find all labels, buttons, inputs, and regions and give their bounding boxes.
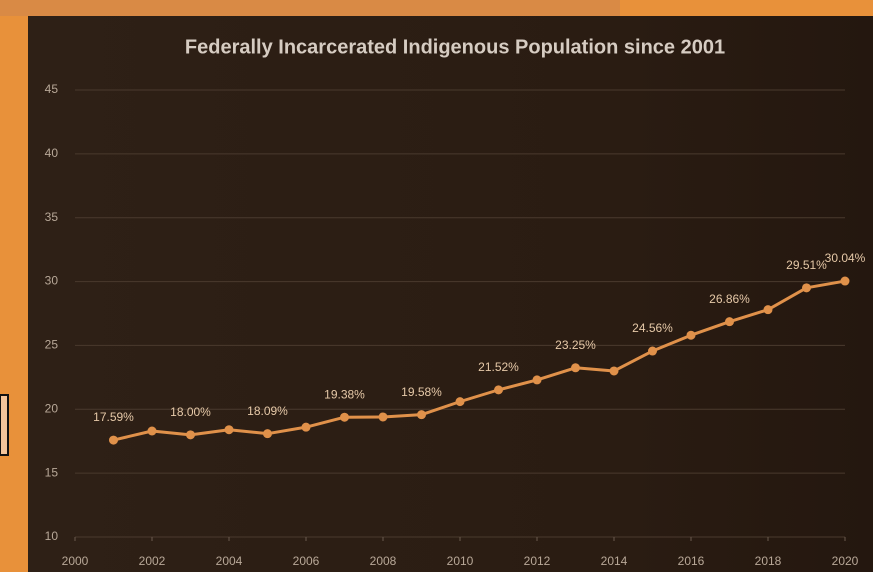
y-tick-label: 20 bbox=[45, 401, 59, 415]
x-tick-label: 2018 bbox=[755, 554, 782, 568]
data-point bbox=[686, 330, 696, 340]
x-tick-label: 2008 bbox=[370, 554, 397, 568]
data-label: 18.09% bbox=[247, 404, 288, 418]
data-point bbox=[532, 375, 542, 385]
data-label: 17.59% bbox=[93, 410, 134, 424]
data-label: 18.00% bbox=[170, 405, 211, 419]
data-point bbox=[378, 412, 388, 422]
x-tick-label: 2006 bbox=[293, 554, 320, 568]
y-tick-label: 45 bbox=[45, 82, 59, 96]
plot-area: 10 15 20 25 30 35 40 45 2000 2002 2004 2006 2008 2010… bbox=[45, 82, 866, 568]
y-tick-label: 25 bbox=[45, 338, 59, 352]
x-tick-label: 2020 bbox=[832, 554, 859, 568]
x-tick-label: 2000 bbox=[62, 554, 89, 568]
data-point bbox=[224, 425, 234, 435]
x-tick-label: 2010 bbox=[447, 554, 474, 568]
y-tick-label: 40 bbox=[45, 146, 59, 160]
chart-title: Federally Incarcerated Indigenous Popula… bbox=[185, 36, 725, 58]
data-point bbox=[725, 317, 734, 327]
x-tick-label: 2002 bbox=[139, 554, 166, 568]
outer-band bbox=[0, 0, 620, 16]
data-point bbox=[802, 283, 811, 293]
x-tick-label: 2016 bbox=[678, 554, 705, 568]
data-point bbox=[648, 346, 657, 356]
data-label: 21.52% bbox=[478, 360, 519, 374]
chart-panel bbox=[28, 16, 873, 572]
data-label: 26.86% bbox=[709, 292, 750, 306]
data-label: 19.58% bbox=[401, 385, 442, 399]
data-point bbox=[340, 412, 349, 422]
data-label: 24.56% bbox=[632, 321, 673, 335]
data-point bbox=[763, 305, 773, 315]
side-box bbox=[0, 394, 9, 456]
x-tick-label: 2014 bbox=[601, 554, 628, 568]
x-tick-label: 2004 bbox=[216, 554, 243, 568]
y-tick-label: 30 bbox=[45, 274, 59, 288]
data-point bbox=[571, 363, 580, 373]
data-point bbox=[263, 429, 272, 439]
data-point bbox=[186, 430, 195, 440]
data-label: 23.25% bbox=[555, 338, 596, 352]
data-point bbox=[301, 422, 311, 432]
data-point bbox=[147, 426, 157, 436]
x-tick-label: 2012 bbox=[524, 554, 551, 568]
data-label: 30.04% bbox=[825, 251, 866, 265]
data-point bbox=[417, 410, 426, 420]
data-point bbox=[109, 435, 118, 445]
data-label: 19.38% bbox=[324, 387, 365, 401]
data-point bbox=[840, 276, 850, 286]
data-label: 29.51% bbox=[786, 258, 827, 272]
data-point bbox=[609, 366, 619, 376]
data-point bbox=[455, 397, 465, 407]
data-point bbox=[494, 385, 503, 395]
data-line bbox=[113, 279, 846, 442]
y-tick-label: 10 bbox=[45, 529, 59, 543]
y-tick-label: 15 bbox=[45, 465, 59, 479]
y-tick-label: 35 bbox=[45, 210, 59, 224]
